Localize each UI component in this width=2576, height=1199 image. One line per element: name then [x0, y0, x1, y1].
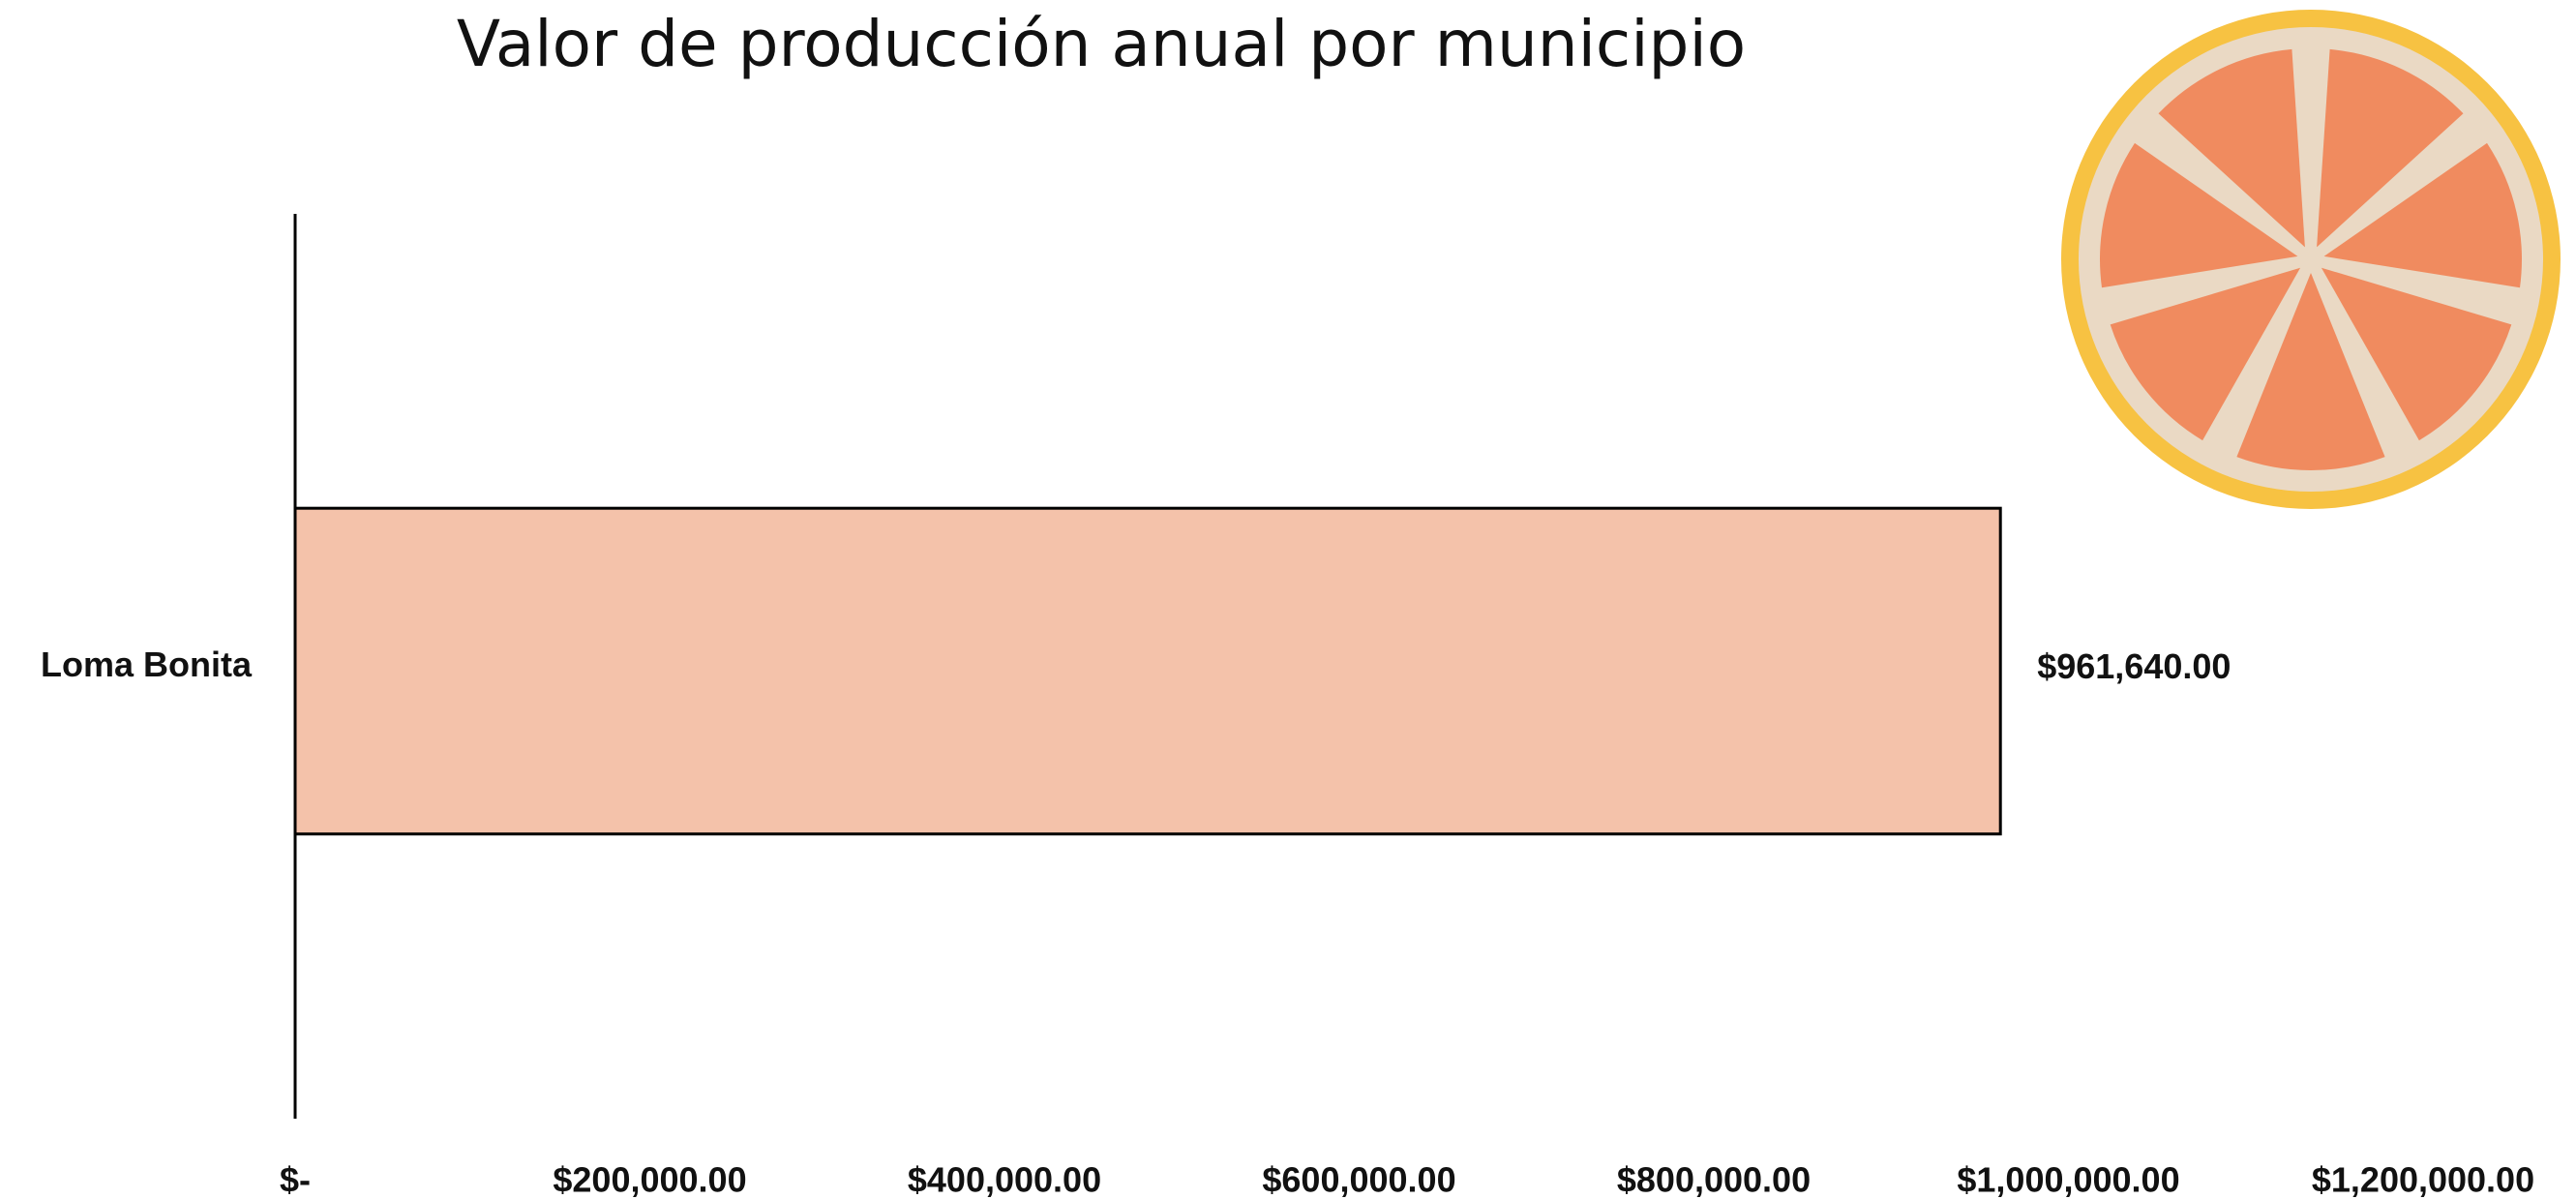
chart-title: Valor de producción anual por municipio	[457, 7, 1746, 81]
data-label: $961,640.00	[2037, 646, 2231, 686]
orange-segment	[2158, 48, 2305, 248]
x-tick-label: $800,000.00	[1617, 1160, 1811, 1199]
orange-segment	[2110, 267, 2301, 441]
x-tick-label: $600,000.00	[1262, 1160, 1455, 1199]
bar	[293, 506, 2002, 836]
orange-segment	[2321, 267, 2512, 441]
orange-segment	[2100, 142, 2298, 288]
orange-segment	[2323, 142, 2522, 288]
x-tick-label: $1,000,000.00	[1957, 1160, 2179, 1199]
x-tick-label: $-	[280, 1160, 311, 1199]
orange-segment	[2236, 273, 2385, 471]
x-tick-label: $200,000.00	[553, 1160, 746, 1199]
x-tick-label: $1,200,000.00	[2312, 1160, 2534, 1199]
x-tick-label: $400,000.00	[908, 1160, 1101, 1199]
orange-decoration	[2061, 10, 2561, 509]
orange-segment	[2317, 48, 2464, 248]
y-tick-label: Loma Bonita	[41, 644, 253, 684]
